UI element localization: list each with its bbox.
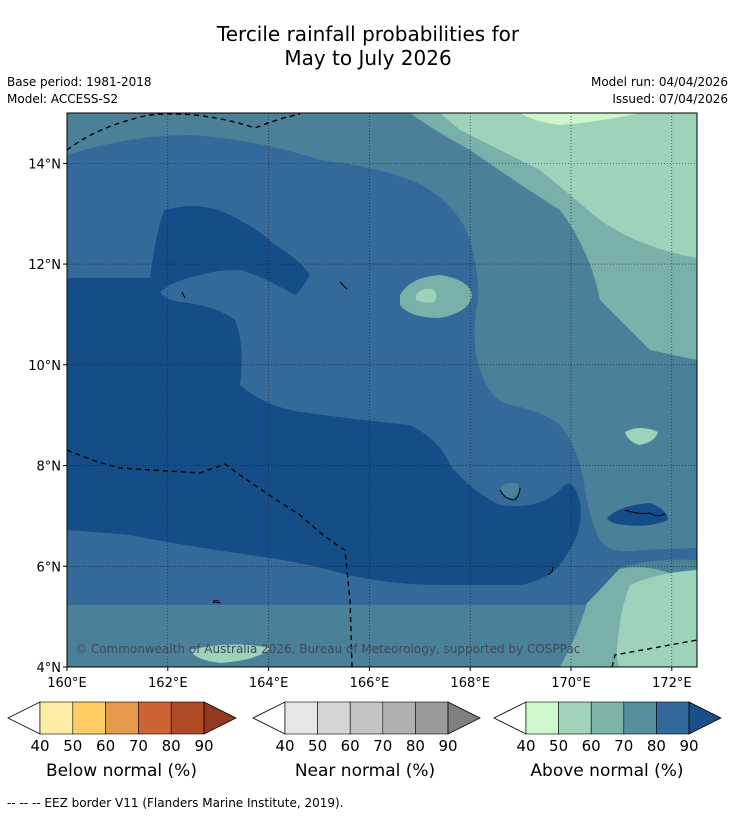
colorbar-high-extension bbox=[203, 701, 237, 735]
colorbar-swatch bbox=[39, 701, 74, 735]
colorbar-3: 40 50 60 70 80 90 bbox=[493, 701, 722, 755]
colorbar-tick-label: 90 bbox=[194, 737, 213, 755]
lat-tick-label: 8°N bbox=[37, 460, 62, 475]
atoll-outline bbox=[624, 509, 666, 517]
colorbar-swatch bbox=[382, 701, 416, 735]
eez-borders bbox=[67, 113, 697, 667]
lat-tick-label: 12°N bbox=[28, 258, 61, 273]
model-name: Model: ACCESS-S2 bbox=[7, 92, 119, 106]
colorbar-tick-label: 60 bbox=[582, 737, 601, 755]
meta-left: Base period: 1981-2018 Model: ACCESS-S2 bbox=[7, 74, 152, 108]
atoll-outline bbox=[547, 566, 554, 576]
issued-date: Issued: 07/04/2026 bbox=[612, 92, 728, 106]
atoll-outline bbox=[181, 291, 186, 299]
lon-tick-label: 172°E bbox=[652, 676, 692, 691]
eez-footnote: -- -- -- EEZ border V11 (Flanders Marine… bbox=[7, 796, 344, 810]
colorbar-swatch bbox=[558, 701, 592, 735]
colorbar-1: 40 50 60 70 80 90 bbox=[7, 701, 237, 755]
chart-title: Tercile rainfall probabilities for May t… bbox=[0, 22, 736, 70]
colorbar-swatch bbox=[170, 701, 205, 735]
probability-band-lighter-sw bbox=[190, 644, 270, 663]
probability-island-patch-5 bbox=[625, 428, 658, 445]
colorbar-high-extension bbox=[447, 701, 481, 735]
lat-lon-gridlines bbox=[67, 113, 697, 667]
colorbar-tick-label: 60 bbox=[96, 737, 115, 755]
map-axes: 160°E 162°E 164°E 166°E 168°E 170°E 172°E 14°N 1… bbox=[28, 157, 691, 691]
lat-tick-label: 4°N bbox=[37, 661, 62, 676]
copyright-notice: © Commonwealth of Australia 2026, Bureau… bbox=[75, 642, 580, 656]
eez-border-nw bbox=[67, 113, 301, 151]
colorbar-tick-label: 70 bbox=[614, 737, 633, 755]
lon-tick-label: 168°E bbox=[450, 676, 490, 691]
probability-island-patch-4 bbox=[607, 503, 668, 526]
near-normal-label: Near normal (%) bbox=[294, 761, 436, 781]
below-normal-label: Below normal (%) bbox=[46, 761, 197, 781]
lon-tick-label: 166°E bbox=[350, 676, 390, 691]
lon-tick-label: 170°E bbox=[551, 676, 591, 691]
eez-border-se bbox=[611, 639, 697, 667]
eez-border-sw bbox=[67, 449, 353, 667]
atoll-outlines bbox=[181, 281, 666, 604]
model-run: Model run: 04/04/2026 bbox=[590, 75, 728, 89]
colorbar-swatch bbox=[317, 701, 351, 735]
colorbar-tick-label: 50 bbox=[549, 737, 568, 755]
probability-band-lighter-se bbox=[616, 570, 697, 667]
colorbar-low-extension bbox=[493, 701, 527, 735]
above-normal-label: Above normal (%) bbox=[530, 761, 684, 781]
colorbar-swatch bbox=[349, 701, 384, 735]
probability-island-patch-6 bbox=[628, 126, 648, 148]
colorbar-tick-label: 50 bbox=[308, 737, 327, 755]
colorbar-tick-label: 70 bbox=[373, 737, 392, 755]
colorbar-swatch bbox=[623, 701, 657, 735]
probability-island-patch-2 bbox=[416, 288, 437, 303]
atoll-outline bbox=[339, 281, 348, 290]
probability-band-lighter-ne bbox=[440, 113, 697, 258]
colorbar-tick-label: 40 bbox=[30, 737, 49, 755]
colorbar-swatch bbox=[284, 701, 318, 735]
colorbar-tick-label: 70 bbox=[129, 737, 148, 755]
lat-tick-label: 6°N bbox=[37, 560, 62, 575]
probability-island-patch-3 bbox=[500, 482, 520, 498]
colorbar-low-extension bbox=[7, 701, 41, 735]
title-line-2: May to July 2026 bbox=[284, 46, 452, 70]
probability-band-90-plus bbox=[67, 206, 581, 585]
colorbar-low-extension bbox=[252, 701, 286, 735]
colorbar-tick-label: 40 bbox=[275, 737, 294, 755]
colorbar-2: 40 50 60 70 80 90 bbox=[252, 701, 481, 755]
colorbar-high-extension bbox=[688, 701, 722, 735]
colorbar-tick-label: 50 bbox=[63, 737, 82, 755]
lon-tick-label: 164°E bbox=[249, 676, 289, 691]
lon-tick-label: 160°E bbox=[47, 676, 87, 691]
colorbar-tick-label: 80 bbox=[162, 737, 181, 755]
colorbar-swatch bbox=[415, 701, 449, 735]
probability-band-lightest-ne bbox=[520, 113, 640, 125]
colorbar-tick-label: 60 bbox=[341, 737, 360, 755]
title-line-1: Tercile rainfall probabilities for bbox=[216, 22, 520, 46]
colorbar-swatch bbox=[138, 701, 172, 735]
colorbar-tick-label: 90 bbox=[438, 737, 457, 755]
colorbar-tick-label: 80 bbox=[406, 737, 425, 755]
colorbar-swatch bbox=[525, 701, 559, 735]
map-frame bbox=[66, 112, 698, 668]
colorbar-tick-label: 80 bbox=[647, 737, 666, 755]
colorbar-tick-label: 90 bbox=[679, 737, 698, 755]
lat-tick-label: 14°N bbox=[28, 157, 61, 172]
atoll-outline bbox=[499, 487, 521, 501]
map-figure: © Commonwealth of Australia 2026, Bureau… bbox=[7, 112, 722, 755]
meta-right: Model run: 04/04/2026 Issued: 07/04/2026 bbox=[591, 74, 728, 108]
colorbar-swatch bbox=[72, 701, 106, 735]
map-plot-area: © Commonwealth of Australia 2026, Bureau… bbox=[67, 113, 697, 667]
colorbar-swatch bbox=[590, 701, 625, 735]
colorbar-tick-label: 40 bbox=[516, 737, 535, 755]
colorbar-swatch bbox=[105, 701, 139, 735]
lat-tick-label: 10°N bbox=[28, 359, 61, 374]
atoll-outline bbox=[212, 599, 222, 604]
colorbar-swatch bbox=[656, 701, 690, 735]
colorbar-legends: 40 50 60 70 80 90 40 50 60 70 80 90 40 50 60 70 80 90 bbox=[7, 701, 722, 755]
lon-tick-label: 162°E bbox=[148, 676, 188, 691]
base-period: Base period: 1981-2018 bbox=[7, 75, 152, 89]
